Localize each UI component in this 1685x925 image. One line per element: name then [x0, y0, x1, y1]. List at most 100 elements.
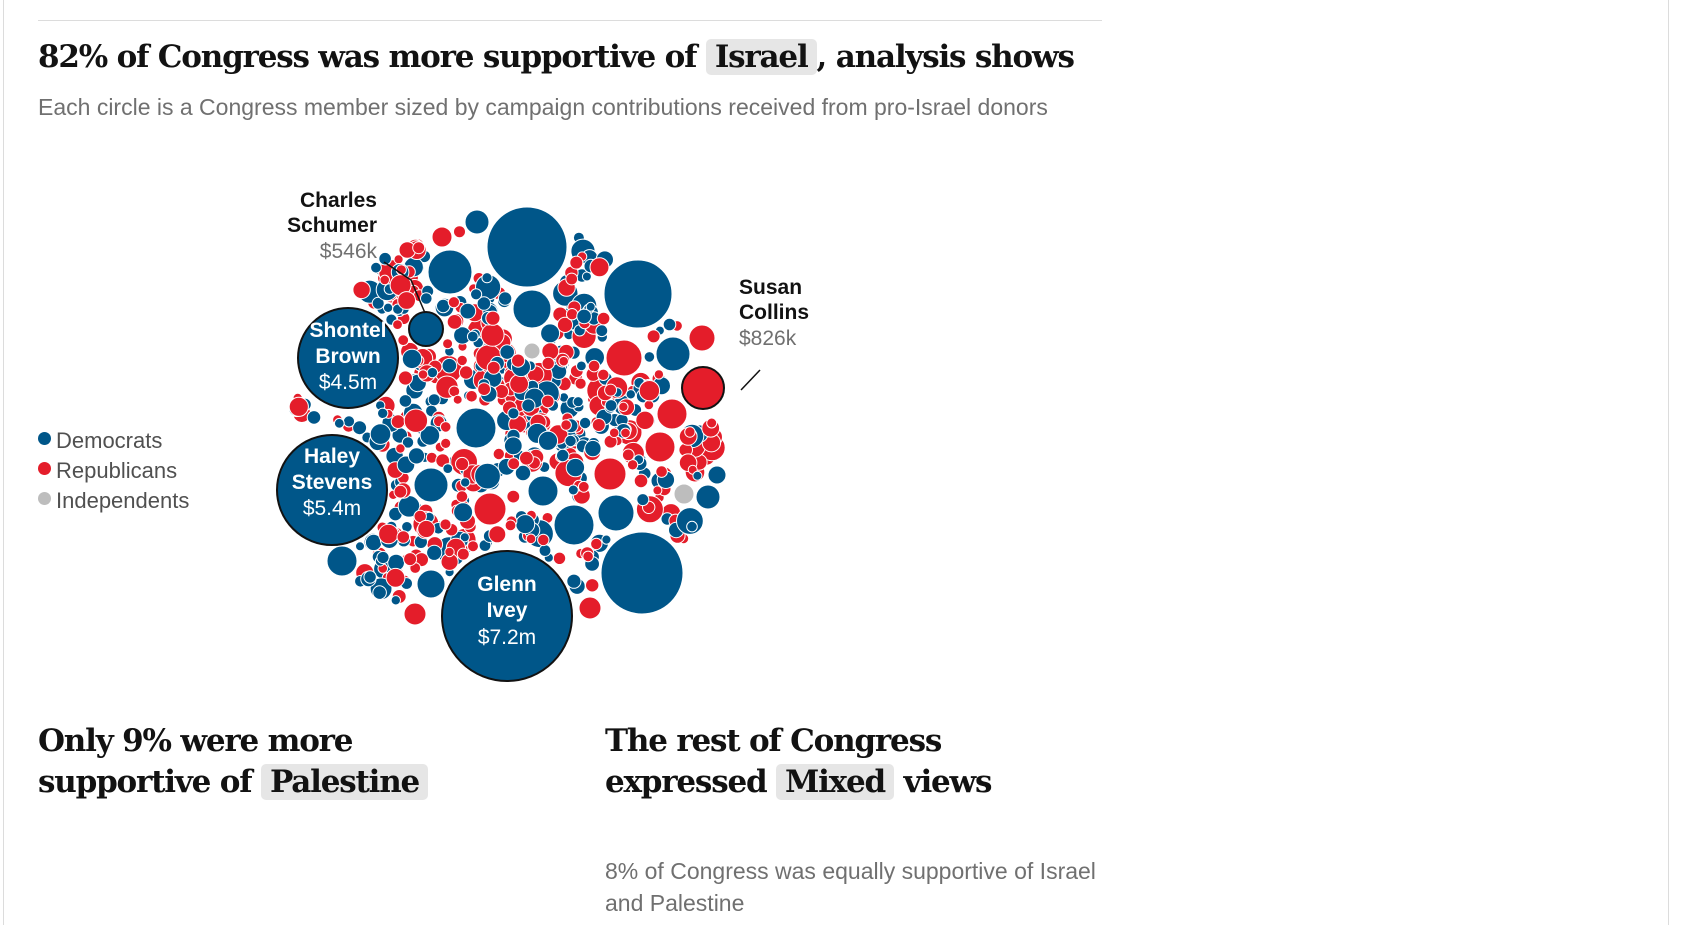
legend-label-republicans: Republicans — [56, 458, 178, 483]
bubble-democrat — [576, 360, 587, 372]
bubble-republican — [643, 399, 655, 411]
bubble-republican — [519, 450, 534, 466]
bubble-republican — [552, 551, 567, 565]
bubble-democrat — [643, 351, 656, 363]
bubble-rep-i — [431, 226, 453, 248]
bubble-democrat — [636, 493, 650, 507]
bubble-democrat — [370, 261, 382, 274]
bubble-democrat — [355, 541, 365, 552]
bubble-charles-schumer — [408, 311, 444, 347]
bubble-democrat — [537, 430, 559, 451]
bubble-democrat — [604, 399, 618, 412]
bubble-democrat — [476, 296, 492, 311]
bubble-ind-a — [523, 342, 541, 360]
bubble-haley-stevens — [276, 434, 388, 546]
bubble-republican — [455, 490, 469, 503]
bubble-republican — [458, 365, 474, 380]
bubble-democrat — [401, 436, 415, 449]
bubble-republican — [447, 296, 460, 309]
bubble-republican — [569, 255, 584, 270]
bubble-democrat — [584, 439, 602, 458]
bubble-democrat — [481, 272, 493, 284]
bubble-ind-b — [673, 483, 695, 505]
bubble-republican — [492, 447, 505, 461]
bubble-democrat — [407, 447, 426, 465]
bubble-republican — [485, 310, 501, 326]
bubble-rep-a — [605, 339, 643, 377]
bubble-republican — [403, 552, 418, 567]
bubble-democrat — [564, 434, 577, 448]
bubble-democrat — [514, 464, 532, 482]
palestine-line-2: supportive of — [38, 764, 253, 800]
bubble-republican — [397, 370, 413, 386]
collins-amount: $826k — [739, 327, 797, 350]
bubble-rep-h — [403, 602, 427, 626]
bubble-republican — [653, 369, 665, 380]
bubble-democrat — [601, 534, 612, 545]
bubble-democrat — [306, 410, 322, 425]
bubble-democrat — [378, 251, 392, 266]
bubble-democrat — [538, 544, 552, 557]
legend-item-democrats: Democrats — [38, 426, 189, 456]
bubble-democrat — [441, 357, 458, 374]
bubble-glenn-ivey — [441, 550, 573, 682]
stevens-name-line-1: Haley — [304, 445, 360, 468]
bubble-democrat — [576, 308, 592, 325]
mixed-panel-note: 8% of Congress was equally supportive of… — [605, 858, 1096, 916]
frame-border-right — [1668, 0, 1669, 925]
bubble-republican — [620, 427, 631, 439]
bubble-republican — [397, 291, 417, 310]
bubble-democrat — [692, 470, 703, 481]
bubble-shontel-brown — [297, 307, 399, 409]
bubble-susan-collins — [681, 366, 725, 410]
bubble-democrat — [390, 595, 401, 606]
bubble-democrat — [578, 416, 592, 430]
bubble-republican — [412, 241, 426, 255]
bubble-republican — [618, 401, 629, 412]
bubble-republican — [608, 427, 620, 439]
bubble-democrat — [401, 348, 423, 370]
bubble-republican — [587, 359, 601, 373]
bubble-republican — [577, 480, 590, 493]
bubble-republican — [444, 546, 455, 558]
bubble-large-dem-lower — [600, 531, 684, 615]
legend: Democrats Republicans Independents — [38, 426, 189, 516]
bubble-republican — [488, 525, 507, 544]
bubble-republican — [452, 394, 463, 405]
legend-item-independents: Independents — [38, 486, 189, 516]
bubble-democrat — [420, 292, 433, 305]
legend-dot-independents — [38, 491, 51, 505]
bubble-democrat — [556, 448, 570, 463]
bubble-republican — [417, 369, 429, 380]
bubble-republican — [439, 421, 452, 433]
bubble-republican — [352, 280, 371, 300]
bubble-republican — [574, 377, 587, 390]
schumer-amount: $546k — [320, 240, 378, 263]
bubble-democrat — [625, 389, 636, 400]
bubble-republican — [646, 329, 661, 344]
bubble-republican — [467, 540, 479, 553]
legend-label-independents: Independents — [56, 488, 190, 513]
bubble-democrat — [515, 514, 536, 535]
bubble-rep-f — [688, 324, 716, 352]
brown-name-line-1: Shontel — [310, 319, 387, 342]
bubble-republican — [442, 338, 454, 350]
bubble-democrat — [474, 462, 501, 490]
bubble-republican — [455, 456, 470, 472]
bubble-republican — [397, 334, 410, 347]
brown-name-line-2: Brown — [315, 345, 380, 368]
bubble-republican — [565, 308, 579, 321]
bubble-large-dem-top — [486, 206, 568, 288]
bubble-republican — [288, 396, 309, 417]
mixed-highlight: Mixed — [776, 764, 895, 800]
bubble-rep-e — [644, 431, 676, 463]
bubble-democrat — [470, 288, 483, 301]
bubble-republican — [395, 443, 406, 454]
mixed-suffix: views — [903, 764, 993, 800]
mixed-prefix: expressed — [605, 764, 768, 800]
ivey-name-line-2: Ivey — [487, 599, 528, 622]
brown-amount: $4.5m — [319, 371, 377, 394]
bubble-dem-k — [464, 209, 490, 235]
bubble-dem-j — [416, 569, 446, 599]
ivey-name-line-1: Glenn — [477, 573, 537, 596]
